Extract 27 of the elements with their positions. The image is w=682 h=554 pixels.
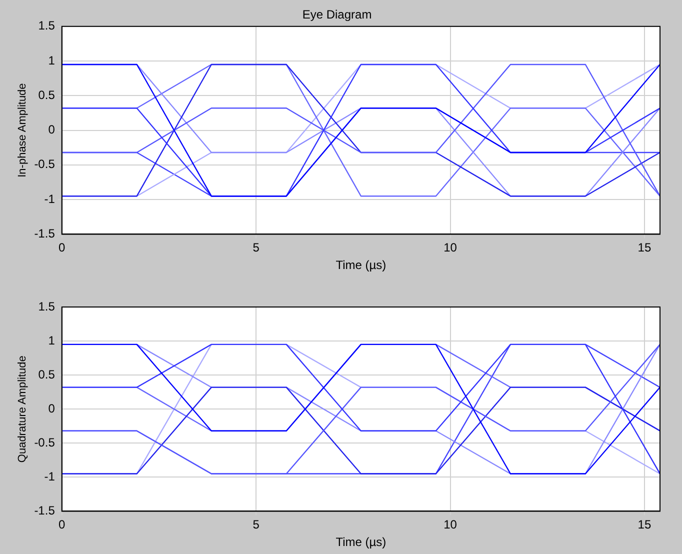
y-tick-label: 0	[48, 122, 56, 137]
x-tick-label: 15	[638, 518, 652, 532]
y-tick-label: -1	[44, 469, 56, 484]
x-axis-title: Time (µs)	[336, 258, 386, 272]
y-tick-label: 1	[48, 333, 56, 348]
y-tick-label: 1	[48, 53, 56, 68]
y-tick-label: -1	[44, 192, 56, 206]
x-tick-label: 10	[444, 518, 458, 532]
x-tick-label: 0	[58, 240, 66, 255]
x-tick-label: 0	[58, 518, 66, 532]
y-tick-label: 0.5	[38, 88, 56, 102]
y-tick-label: -1.5	[34, 226, 56, 241]
y-tick-label: 1.5	[38, 18, 56, 33]
chart-title: Eye Diagram	[302, 8, 372, 22]
y-tick-label: -0.5	[34, 157, 56, 172]
y-axis-title: In-phase Amplitude	[16, 83, 29, 178]
y-axis-title: Quadrature Amplitude	[16, 356, 29, 463]
x-axis-title: Time (µs)	[336, 535, 386, 550]
x-tick-label: 5	[252, 518, 260, 532]
x-tick-label: 10	[444, 240, 458, 255]
y-tick-label: 1.5	[38, 299, 56, 314]
y-tick-label: 0	[48, 401, 56, 416]
x-tick-label: 5	[252, 240, 260, 255]
y-tick-label: -1.5	[34, 504, 56, 518]
y-tick-label: -0.5	[34, 435, 56, 450]
x-tick-label: 15	[638, 240, 652, 255]
y-tick-label: 0.5	[38, 367, 56, 382]
